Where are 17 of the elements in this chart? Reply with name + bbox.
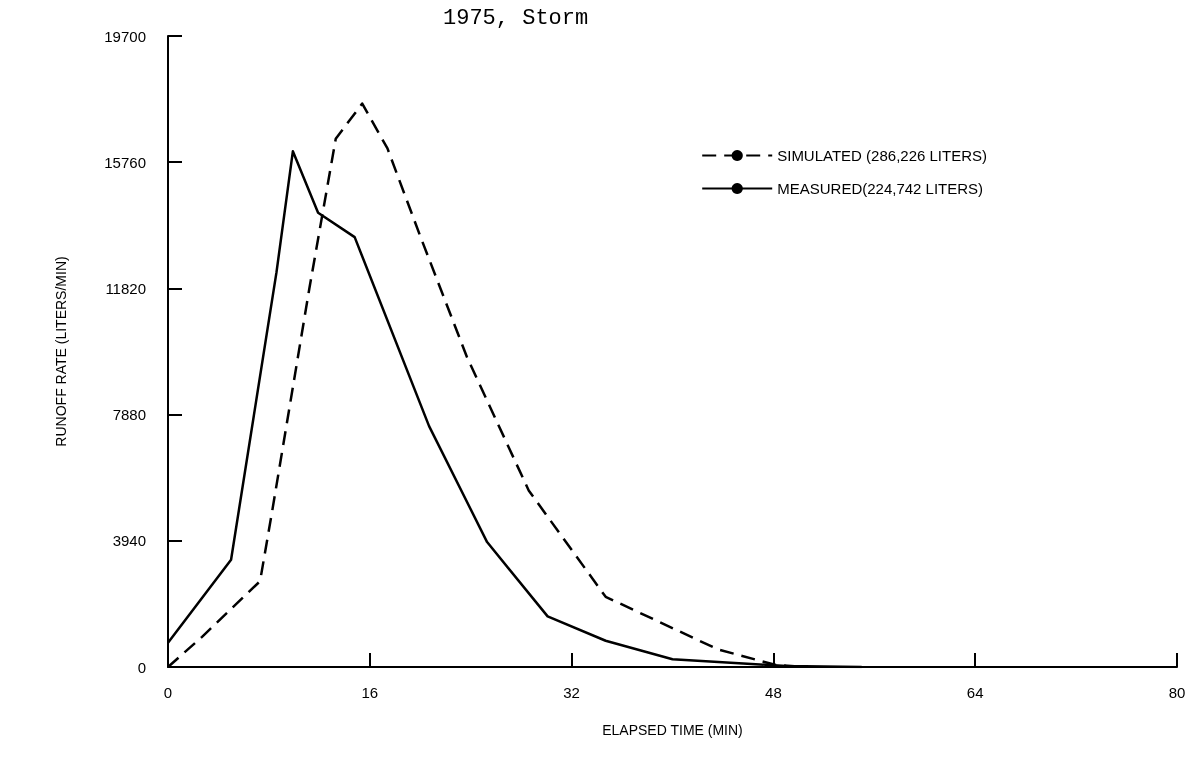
legend-label: MEASURED(224,742 LITERS) [777,180,984,197]
y-tick-label: 15760 [104,153,146,171]
x-tick-label: 0 [163,684,173,701]
y-tick-label: 11820 [105,279,146,297]
y-tick-label: 7880 [112,406,146,424]
x-tick-label: 64 [966,684,984,701]
x-tick-label: 16 [361,684,379,701]
y-axis-title: RUNOFF RATE (LITERS/MIN) [53,256,69,447]
legend-label: SIMULATED (286,226 LITERS) [777,147,987,164]
x-tick-label: 32 [563,684,580,701]
x-tick-label: 48 [765,684,782,701]
chart-title: 1975, Storm [443,5,589,31]
y-tick-label: 19700 [104,27,146,45]
y-tick-label: 3940 [112,532,146,550]
x-tick-label: 80 [1168,684,1186,701]
x-axis-title: ELAPSED TIME (MIN) [602,722,743,738]
y-tick-label: 0 [137,658,146,676]
